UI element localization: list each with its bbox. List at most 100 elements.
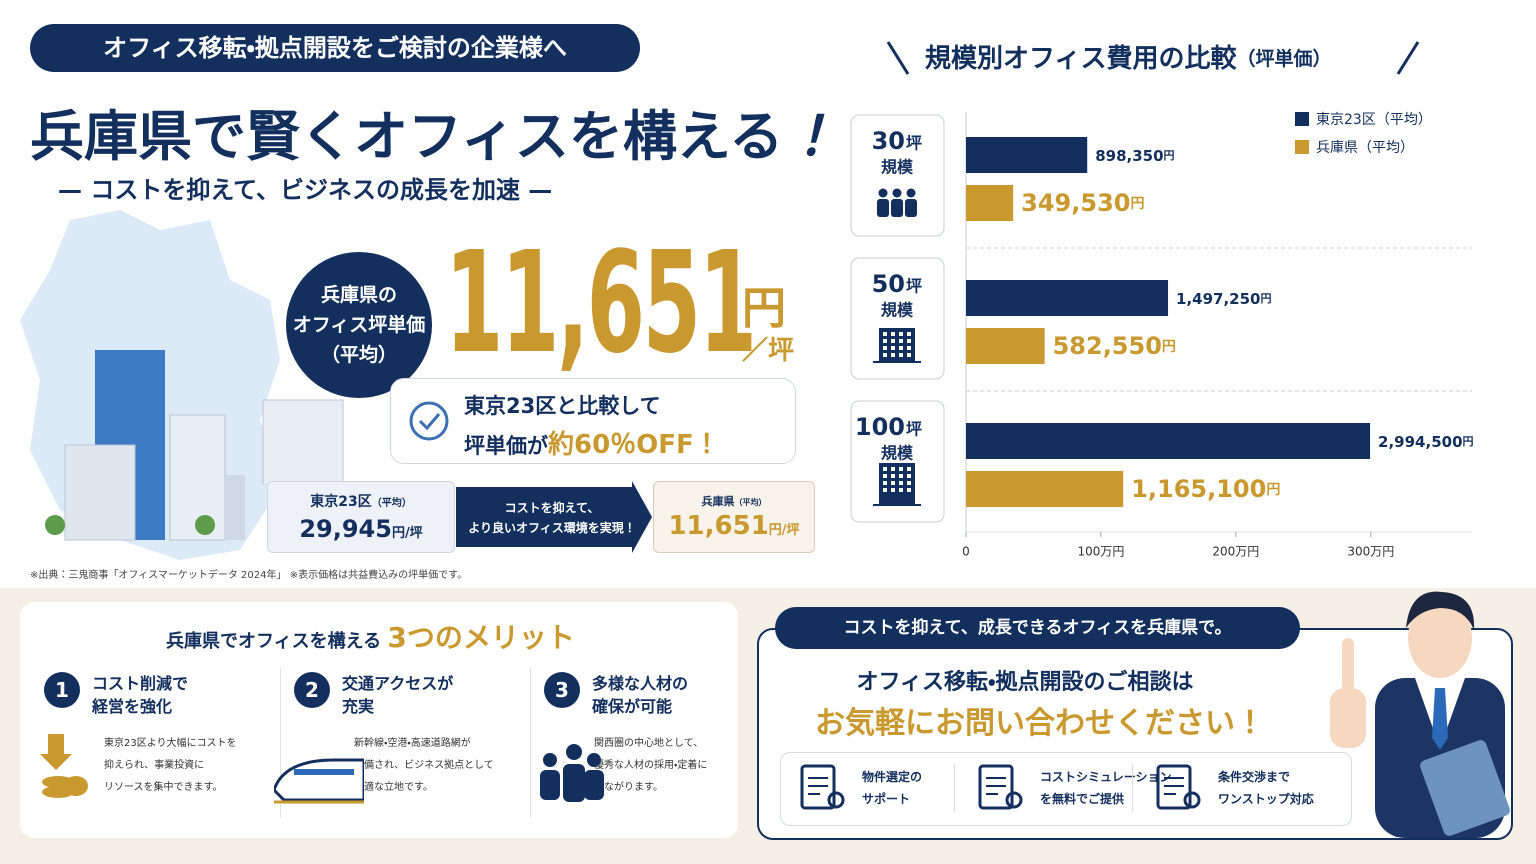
merit-text: 新幹線・空港・高速道路網が bbox=[354, 738, 471, 749]
merit-text: つながります。 bbox=[594, 782, 663, 793]
icon bbox=[566, 744, 582, 760]
line: より良いオフィス環境を実現！ bbox=[468, 521, 636, 535]
icon bbox=[906, 188, 916, 198]
note-highlight: 約60％OFF！ bbox=[548, 430, 720, 460]
feature-icon bbox=[1154, 762, 1208, 816]
merit-text: 優秀な人材の採用・定着に bbox=[594, 760, 708, 771]
title-note: （坪単価） bbox=[1236, 47, 1331, 70]
divider bbox=[280, 668, 281, 818]
icon bbox=[1005, 791, 1023, 809]
tokyo-value: 29,945円/坪 bbox=[268, 515, 454, 543]
merit-title: 充実 bbox=[342, 697, 375, 716]
icon bbox=[899, 481, 903, 485]
icon bbox=[899, 332, 903, 336]
icon bbox=[891, 488, 895, 492]
category-card bbox=[850, 400, 945, 523]
value-unit: 円 bbox=[1164, 149, 1175, 162]
icon bbox=[808, 777, 828, 795]
icon bbox=[907, 488, 911, 492]
icon bbox=[978, 764, 1023, 810]
value-unit: 円 bbox=[1260, 292, 1271, 305]
feature-text: ワンストップ対応 bbox=[1218, 792, 1314, 806]
value-text: 349,530 bbox=[1021, 189, 1130, 217]
icon bbox=[883, 481, 887, 485]
element bbox=[418, 413, 441, 431]
chart-title: 規模別オフィス費用の比較（坪単価） bbox=[925, 43, 1332, 74]
category-label: 100 bbox=[855, 413, 905, 441]
icon bbox=[48, 734, 64, 754]
element bbox=[262, 399, 344, 485]
divider bbox=[954, 764, 955, 812]
badge-line: オフィス坪単価 bbox=[292, 314, 426, 336]
value: 29,945 bbox=[299, 515, 392, 543]
bar bbox=[966, 328, 1045, 364]
note-line: 東京23区と比較して bbox=[464, 394, 661, 418]
x-tick-label: 300万円 bbox=[1347, 545, 1394, 559]
value-label: 349,530円 bbox=[1021, 189, 1144, 217]
category-unit: 坪 bbox=[906, 277, 922, 296]
merit-title: 確保が可能 bbox=[592, 697, 673, 716]
icon bbox=[1156, 764, 1192, 810]
sub: （平均） bbox=[371, 498, 412, 509]
features-box bbox=[780, 752, 1352, 826]
element bbox=[456, 481, 652, 553]
bar bbox=[966, 280, 1169, 316]
price-badge: 兵庫県の オフィス坪単価 （平均） bbox=[286, 252, 432, 398]
value-label: 898,350円 bbox=[1095, 147, 1174, 165]
icon bbox=[272, 758, 366, 802]
title-slash bbox=[886, 41, 910, 75]
merit-title: 経営を強化 bbox=[92, 697, 173, 716]
element bbox=[1432, 688, 1448, 750]
arrow bbox=[456, 481, 652, 553]
category-label: 50 bbox=[872, 270, 905, 298]
value-text: 582,550 bbox=[1053, 332, 1162, 360]
icon bbox=[873, 361, 921, 363]
icon bbox=[543, 753, 557, 767]
icon bbox=[899, 488, 903, 492]
feature-text: サポート bbox=[862, 792, 911, 806]
illustration bbox=[262, 399, 344, 485]
x-tick-label: 100万円 bbox=[1077, 545, 1124, 559]
line: コストを抑えて、 bbox=[504, 501, 600, 515]
element bbox=[1408, 598, 1472, 678]
value-text: 2,994,500 bbox=[1378, 433, 1462, 451]
icon bbox=[584, 770, 604, 800]
note-line: 坪単価が約60％OFF！ bbox=[464, 424, 720, 461]
icon bbox=[827, 791, 845, 809]
value-label: 1,497,250円 bbox=[1176, 290, 1271, 308]
icon bbox=[907, 339, 911, 343]
text: 兵庫県でオフィスを構える bbox=[166, 631, 382, 652]
icon bbox=[891, 339, 895, 343]
hyogo-label: 兵庫県（平均） bbox=[654, 493, 814, 509]
title-slash bbox=[1396, 41, 1420, 75]
merit-text: 最適な立地です。 bbox=[354, 782, 433, 793]
badge-line: （平均） bbox=[320, 344, 397, 366]
icon bbox=[877, 199, 889, 217]
icon bbox=[891, 332, 895, 336]
icon bbox=[891, 346, 895, 350]
merit-icon bbox=[536, 730, 604, 806]
icon bbox=[907, 332, 911, 336]
icon bbox=[1164, 777, 1184, 795]
person bbox=[1330, 591, 1510, 838]
icon bbox=[883, 488, 887, 492]
value-label: 1,165,100円 bbox=[1131, 475, 1280, 503]
check-icon bbox=[409, 401, 449, 441]
icon bbox=[891, 353, 895, 357]
value-unit: 円 bbox=[1463, 435, 1474, 448]
icon bbox=[899, 353, 903, 357]
hyogo-value: 11,651円/坪 bbox=[654, 511, 814, 541]
tokyo-label: 東京23区（平均） bbox=[268, 491, 454, 511]
merit-text: 整備され、ビジネス拠点として bbox=[354, 760, 494, 771]
merit-title: 多様な人材の bbox=[592, 674, 689, 693]
merit-number: 2 bbox=[294, 672, 330, 708]
category-unit: 坪 bbox=[906, 134, 922, 153]
contact-lead: オフィス移転・拠点開設のご相談は bbox=[856, 670, 1194, 695]
icon bbox=[272, 758, 366, 804]
icon bbox=[891, 199, 903, 217]
feature-text: を無料でご提供 bbox=[1040, 792, 1125, 806]
merit-text: リソースを集中できます。 bbox=[104, 782, 223, 793]
